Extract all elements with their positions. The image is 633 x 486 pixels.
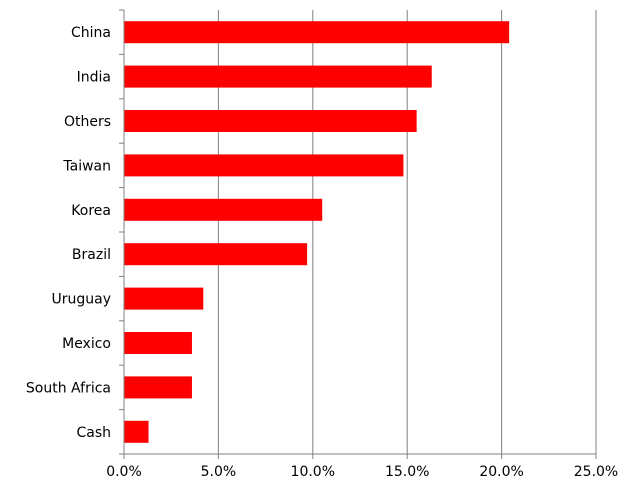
y-tick-label-mexico: Mexico [62,336,111,352]
bar-taiwan [124,154,404,177]
bar-mexico [124,332,192,354]
bar-brazil [124,243,308,266]
y-tick-label-cash: Cash [76,425,111,441]
x-tick-label-0: 0.0% [106,464,142,480]
x-tick-label-1: 5.0% [201,464,237,480]
bar-china [124,21,510,44]
bar-india [124,65,432,88]
bars [124,21,510,443]
bar-south-africa [124,376,192,399]
x-tick-label-2: 10.0% [291,464,335,480]
x-tick-label-4: 20.0% [479,464,523,480]
y-tick-label-china: China [71,25,111,41]
bar-cash [124,420,149,443]
y-tick-label-korea: Korea [71,203,111,219]
y-tick-label-brazil: Brazil [72,247,111,263]
y-tick-label-taiwan: Taiwan [62,158,111,174]
y-tick-label-uruguay: Uruguay [52,292,112,308]
x-tick-label-3: 15.0% [385,464,429,480]
axes [119,9,597,459]
bar-korea [124,198,323,221]
y-tick-label-others: Others [64,114,111,130]
x-tick-label-5: 25.0% [574,464,618,480]
y-tick-label-india: India [77,70,111,86]
bar-uruguay [124,287,204,310]
labels: China India Others Taiwan Korea Brazil Uruguay… [26,25,618,480]
y-tick-label-south-africa: South Africa [26,380,111,396]
bar-others [124,110,417,132]
